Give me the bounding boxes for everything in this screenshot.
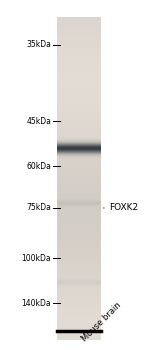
Text: Mouse brain: Mouse brain <box>80 300 123 343</box>
Text: 75kDa: 75kDa <box>26 203 51 212</box>
Text: 60kDa: 60kDa <box>26 162 51 171</box>
Text: 35kDa: 35kDa <box>26 40 51 49</box>
Text: FOXK2: FOXK2 <box>104 203 139 212</box>
Text: 45kDa: 45kDa <box>26 117 51 126</box>
Text: 100kDa: 100kDa <box>21 254 51 263</box>
Text: 140kDa: 140kDa <box>21 299 51 308</box>
